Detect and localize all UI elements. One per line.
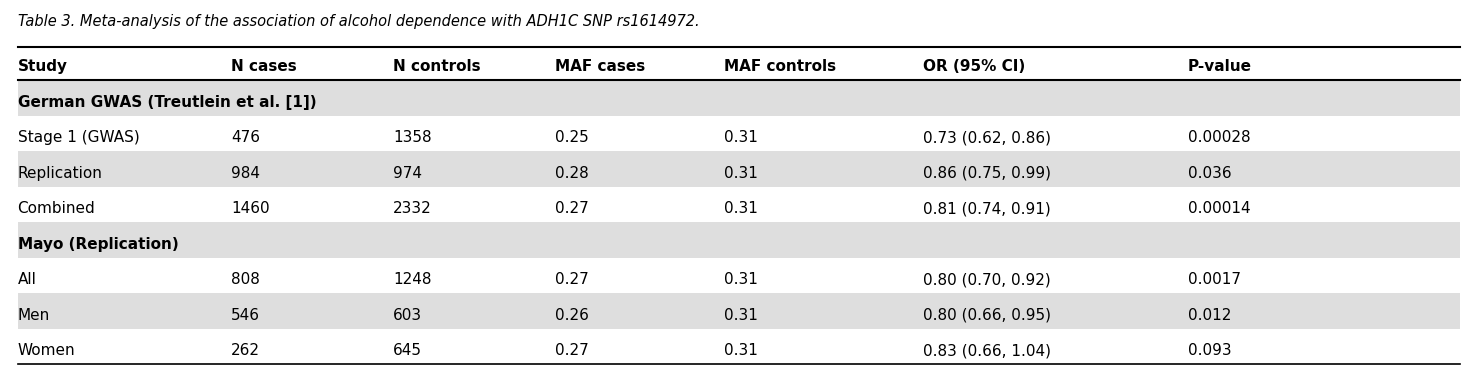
Text: 984: 984 xyxy=(231,166,260,181)
Bar xyxy=(18,151,1460,187)
Text: 0.31: 0.31 xyxy=(724,308,758,323)
Text: 0.31: 0.31 xyxy=(724,201,758,216)
Text: 0.81 (0.74, 0.91): 0.81 (0.74, 0.91) xyxy=(924,201,1051,216)
Text: 0.00028: 0.00028 xyxy=(1188,130,1250,145)
Text: OR (95% CI): OR (95% CI) xyxy=(924,59,1026,74)
Text: 0.26: 0.26 xyxy=(554,308,588,323)
Text: 0.31: 0.31 xyxy=(724,130,758,145)
Text: 603: 603 xyxy=(393,308,423,323)
Bar xyxy=(18,80,1460,116)
Text: Men: Men xyxy=(18,308,50,323)
Text: All: All xyxy=(18,272,37,287)
Text: 808: 808 xyxy=(231,272,260,287)
Text: 0.83 (0.66, 1.04): 0.83 (0.66, 1.04) xyxy=(924,343,1051,358)
Text: Mayo (Replication): Mayo (Replication) xyxy=(18,237,179,252)
Bar xyxy=(18,258,1460,293)
Text: Stage 1 (GWAS): Stage 1 (GWAS) xyxy=(18,130,139,145)
Text: 0.27: 0.27 xyxy=(554,272,588,287)
Bar xyxy=(18,222,1460,258)
Text: 974: 974 xyxy=(393,166,423,181)
Bar xyxy=(18,293,1460,329)
Text: 0.0017: 0.0017 xyxy=(1188,272,1242,287)
Text: N cases: N cases xyxy=(231,59,297,74)
Text: 1248: 1248 xyxy=(393,272,432,287)
Text: 0.80 (0.70, 0.92): 0.80 (0.70, 0.92) xyxy=(924,272,1051,287)
Text: 1460: 1460 xyxy=(231,201,269,216)
Text: 0.31: 0.31 xyxy=(724,343,758,358)
Text: MAF controls: MAF controls xyxy=(724,59,837,74)
Text: 0.036: 0.036 xyxy=(1188,166,1231,181)
Bar xyxy=(18,116,1460,151)
Text: 0.31: 0.31 xyxy=(724,166,758,181)
Text: 0.093: 0.093 xyxy=(1188,343,1231,358)
Text: 0.012: 0.012 xyxy=(1188,308,1231,323)
Text: 2332: 2332 xyxy=(393,201,432,216)
Text: MAF cases: MAF cases xyxy=(554,59,646,74)
Text: 0.00014: 0.00014 xyxy=(1188,201,1250,216)
Bar xyxy=(18,329,1460,365)
Text: 262: 262 xyxy=(231,343,260,358)
Text: German GWAS (Treutlein et al. [1]): German GWAS (Treutlein et al. [1]) xyxy=(18,94,316,110)
Text: N controls: N controls xyxy=(393,59,480,74)
Bar xyxy=(18,187,1460,222)
Text: Combined: Combined xyxy=(18,201,95,216)
Text: Replication: Replication xyxy=(18,166,102,181)
Text: 0.27: 0.27 xyxy=(554,201,588,216)
Text: Women: Women xyxy=(18,343,75,358)
Text: 0.86 (0.75, 0.99): 0.86 (0.75, 0.99) xyxy=(924,166,1051,181)
Text: Table 3. Meta-analysis of the association of alcohol dependence with ADH1C SNP r: Table 3. Meta-analysis of the associatio… xyxy=(18,15,699,29)
Text: 0.80 (0.66, 0.95): 0.80 (0.66, 0.95) xyxy=(924,308,1051,323)
Text: P-value: P-value xyxy=(1188,59,1252,74)
Text: 1358: 1358 xyxy=(393,130,432,145)
Text: 645: 645 xyxy=(393,343,423,358)
Text: 546: 546 xyxy=(231,308,260,323)
Text: 0.28: 0.28 xyxy=(554,166,588,181)
Text: 476: 476 xyxy=(231,130,260,145)
Text: 0.27: 0.27 xyxy=(554,343,588,358)
Text: 0.25: 0.25 xyxy=(554,130,588,145)
Text: 0.31: 0.31 xyxy=(724,272,758,287)
Text: 0.73 (0.62, 0.86): 0.73 (0.62, 0.86) xyxy=(924,130,1051,145)
Text: Study: Study xyxy=(18,59,68,74)
Bar xyxy=(18,45,1460,80)
